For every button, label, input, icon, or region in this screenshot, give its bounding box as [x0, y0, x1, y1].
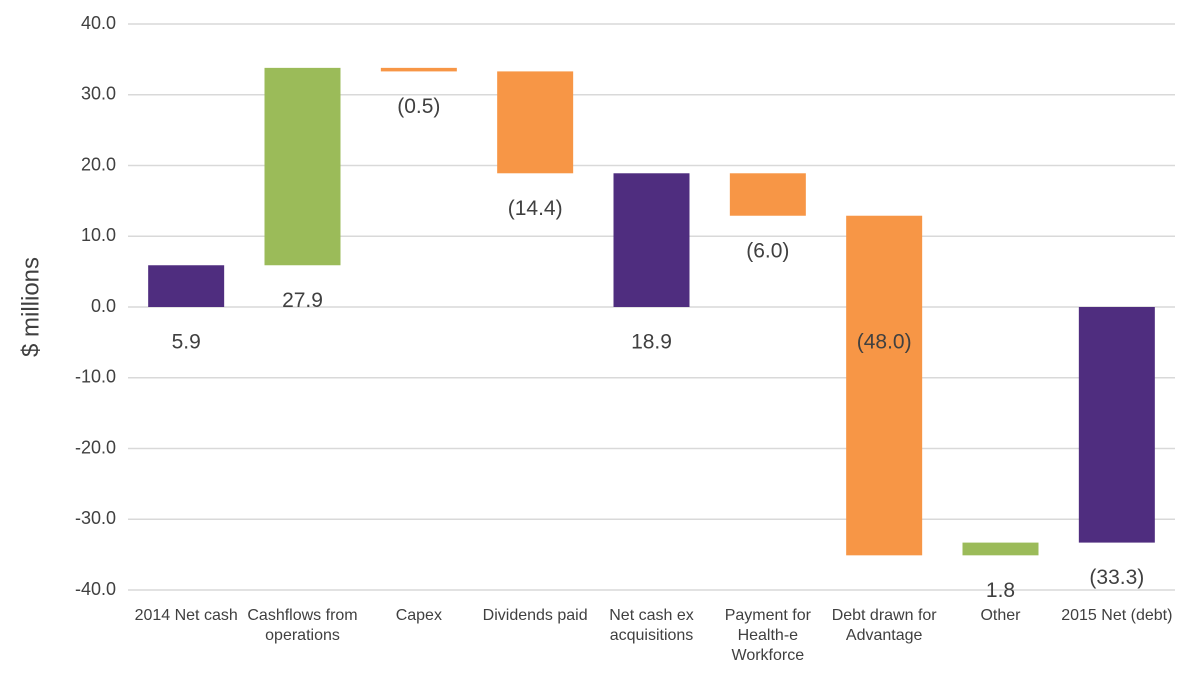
- y-tick-label: -10.0: [75, 367, 116, 387]
- bar: [846, 215, 923, 556]
- data-label: (48.0): [857, 331, 912, 354]
- data-label: (14.4): [508, 197, 563, 220]
- x-tick-label: Dividends paid: [482, 607, 588, 624]
- y-tick-label: -30.0: [75, 508, 116, 528]
- x-tick-label: Cashflows from operations: [247, 607, 358, 644]
- y-tick-label: 10.0: [81, 225, 116, 245]
- x-tick-label: 2014 Net cash: [134, 607, 238, 624]
- data-label: (0.5): [397, 95, 440, 118]
- bar: [264, 67, 341, 266]
- bar: [729, 173, 806, 216]
- y-tick-label: 0.0: [91, 296, 116, 316]
- x-tick-label: Net cash ex acquisitions: [609, 607, 694, 644]
- data-label: 27.9: [282, 289, 323, 312]
- y-tick-label: -40.0: [75, 579, 116, 599]
- bar: [497, 71, 574, 174]
- data-label: 5.9: [172, 331, 201, 354]
- bar: [148, 265, 225, 307]
- y-tick-label: 30.0: [81, 84, 116, 104]
- y-tick-label: -20.0: [75, 437, 116, 457]
- x-tick-label: Capex: [395, 607, 442, 624]
- data-label: 18.9: [631, 331, 672, 354]
- x-tick-label: Debt drawn for Advantage: [831, 607, 937, 644]
- y-axis-label: $ millions: [17, 257, 44, 357]
- bar: [613, 173, 690, 307]
- x-tick-label: 2015 Net (debt): [1061, 607, 1173, 624]
- bar: [380, 67, 457, 72]
- x-tick-label: Other: [980, 607, 1021, 624]
- y-tick-label: 40.0: [81, 13, 116, 33]
- bar: [962, 542, 1039, 556]
- bar: [1078, 307, 1155, 543]
- y-tick-label: 20.0: [81, 154, 116, 174]
- data-label: (33.3): [1089, 566, 1144, 589]
- x-tick-label: Payment for Health-e Workforce: [724, 607, 811, 664]
- data-label: 1.8: [986, 579, 1015, 602]
- data-label: (6.0): [746, 239, 789, 262]
